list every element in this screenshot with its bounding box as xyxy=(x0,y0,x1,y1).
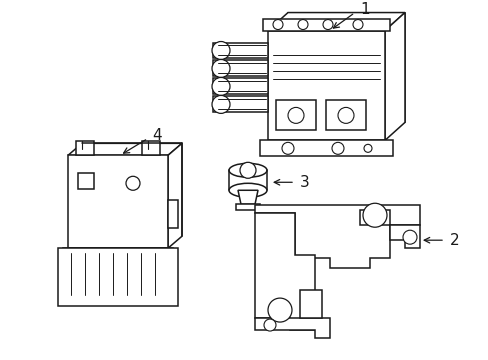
Bar xyxy=(299,290,321,318)
Circle shape xyxy=(337,107,353,123)
Circle shape xyxy=(212,77,229,95)
Circle shape xyxy=(297,19,307,30)
Text: 3: 3 xyxy=(299,175,309,190)
Text: 4: 4 xyxy=(152,128,162,143)
Circle shape xyxy=(362,203,386,227)
Polygon shape xyxy=(68,143,182,155)
Circle shape xyxy=(212,41,229,59)
Polygon shape xyxy=(267,13,404,31)
Circle shape xyxy=(402,230,416,244)
Circle shape xyxy=(352,19,362,30)
Polygon shape xyxy=(389,225,419,248)
Polygon shape xyxy=(168,143,182,248)
Circle shape xyxy=(267,298,291,322)
Bar xyxy=(68,155,168,248)
Polygon shape xyxy=(254,205,419,268)
Bar xyxy=(260,140,392,156)
Circle shape xyxy=(363,144,371,152)
Circle shape xyxy=(287,107,304,123)
Circle shape xyxy=(240,162,256,178)
Polygon shape xyxy=(254,213,314,330)
Circle shape xyxy=(282,142,293,154)
Bar xyxy=(168,200,178,228)
Circle shape xyxy=(272,19,283,30)
Circle shape xyxy=(212,59,229,77)
Ellipse shape xyxy=(228,163,266,177)
Circle shape xyxy=(264,319,275,331)
Bar xyxy=(267,31,384,140)
Circle shape xyxy=(323,19,332,30)
Bar xyxy=(76,141,94,155)
Bar xyxy=(213,60,267,76)
Circle shape xyxy=(126,176,140,190)
Polygon shape xyxy=(287,13,404,122)
Bar xyxy=(325,100,365,130)
Bar xyxy=(213,96,267,112)
Bar xyxy=(58,248,178,306)
Bar xyxy=(142,141,160,155)
Text: 1: 1 xyxy=(359,2,369,17)
Ellipse shape xyxy=(228,183,266,197)
Bar xyxy=(263,19,389,31)
Circle shape xyxy=(212,95,229,113)
Polygon shape xyxy=(254,318,329,338)
Polygon shape xyxy=(238,190,258,204)
Bar xyxy=(78,173,94,189)
Bar xyxy=(63,248,173,300)
Bar xyxy=(213,78,267,94)
Polygon shape xyxy=(384,13,404,140)
Bar xyxy=(213,42,267,58)
Text: 2: 2 xyxy=(449,233,459,248)
Bar xyxy=(236,204,260,210)
Bar xyxy=(275,100,315,130)
Circle shape xyxy=(331,142,343,154)
